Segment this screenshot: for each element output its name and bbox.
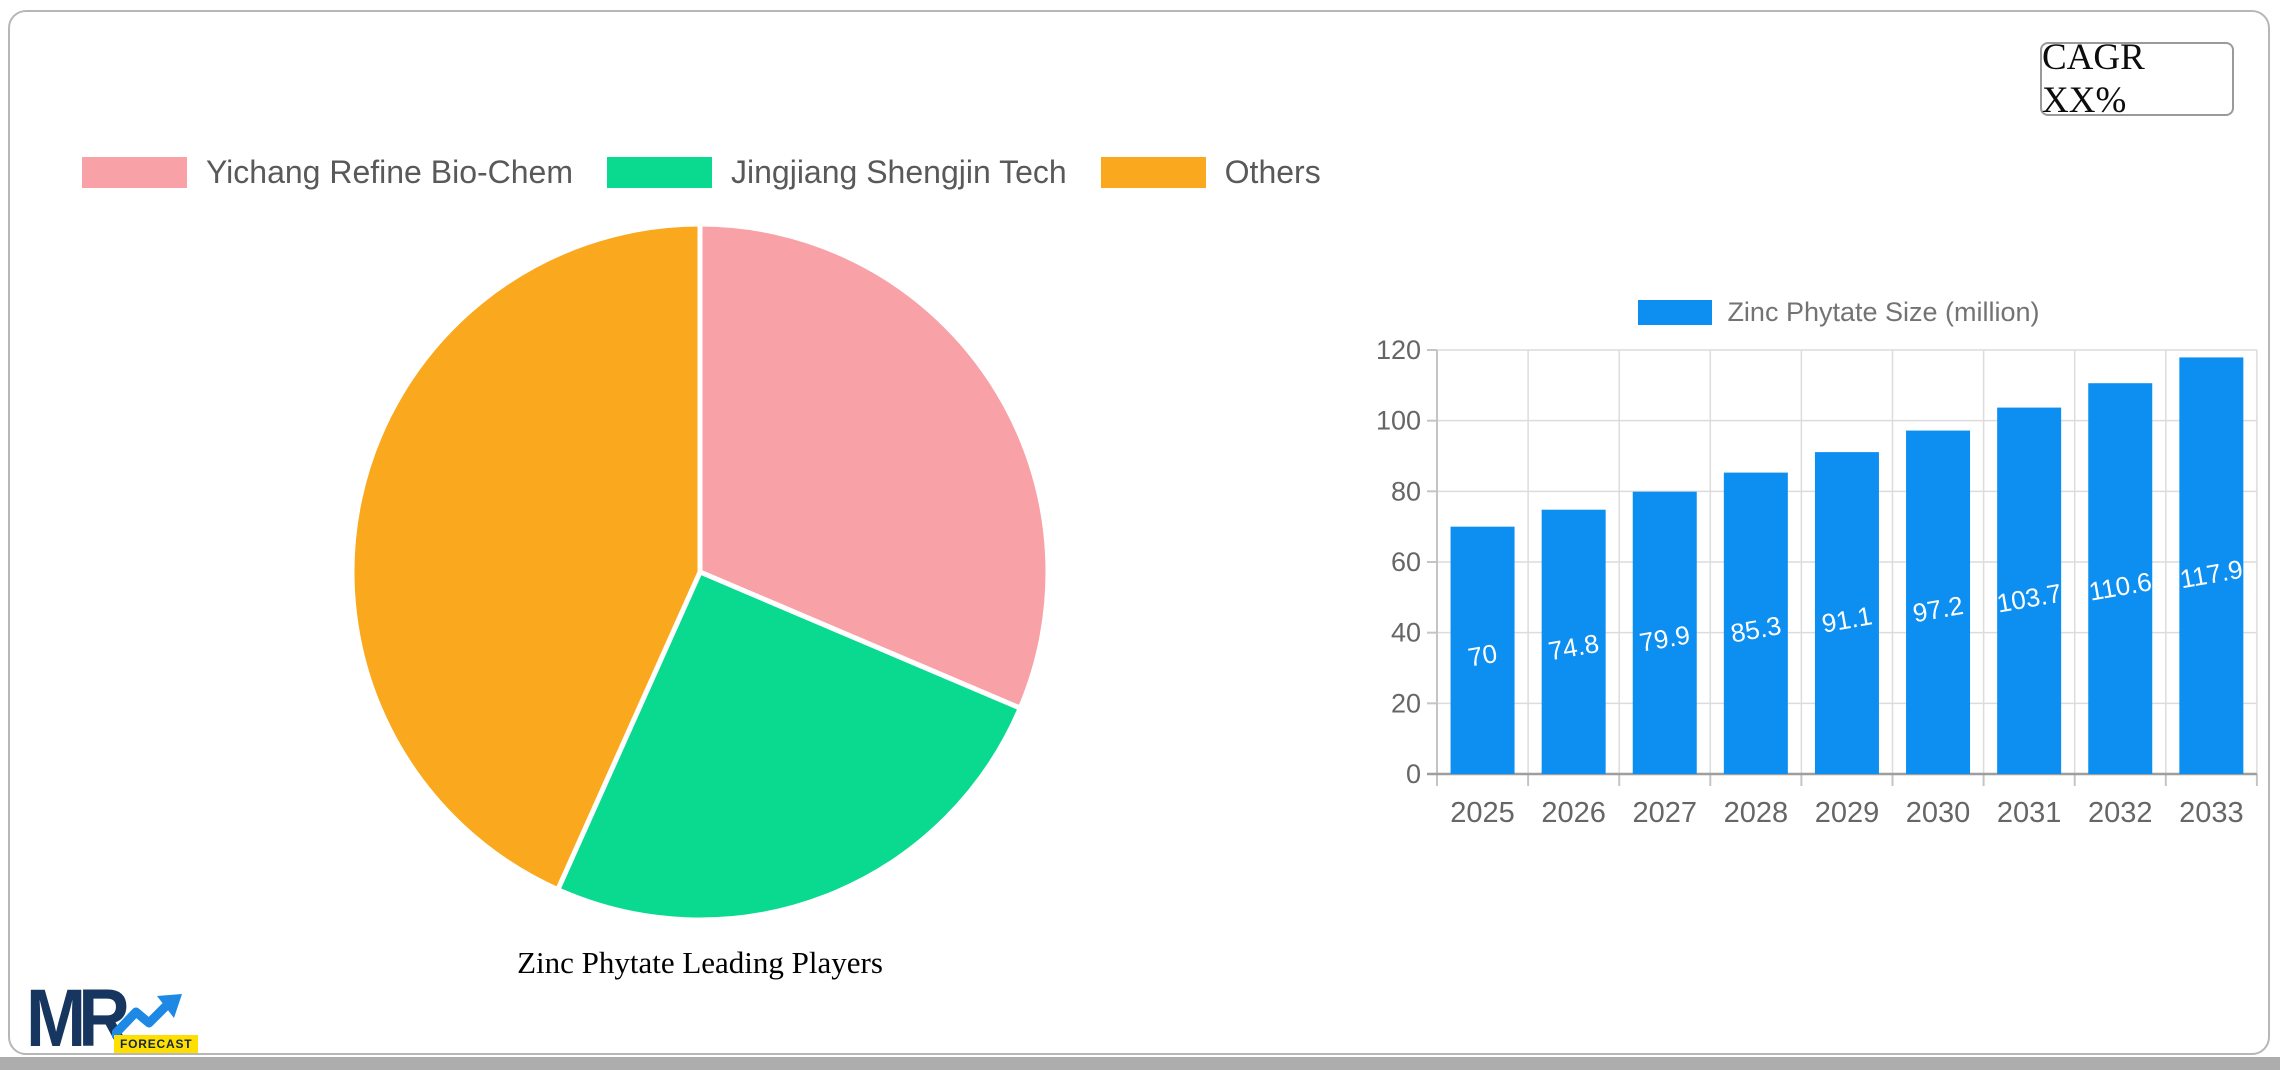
logo-mr-text: MR [26,973,130,1064]
y-tick-label: 60 [1391,547,1421,577]
report-card: CAGR XX% Yichang Refine Bio-Chem Jingjia… [8,10,2270,1060]
legend-swatch-green [607,156,712,188]
x-tick-label: 2031 [1997,797,2062,827]
bar-legend[interactable]: Zinc Phytate Size (million) [1429,296,2249,327]
x-tick-label: 2029 [1815,797,1880,827]
legend-label: Jingjiang Shengjin Tech [731,153,1067,190]
pie-legend-item-others[interactable]: Others [1100,153,1321,191]
pie-legend: Yichang Refine Bio-Chem Jingjiang Shengj… [82,153,1321,191]
cagr-label: CAGR XX% [2042,37,2145,121]
y-tick-label: 0 [1406,759,1421,789]
bar-2029 [1814,452,1879,774]
y-tick-label: 20 [1391,688,1421,718]
bar-legend-label: Zinc Phytate Size (million) [1727,296,2040,327]
x-tick-label: 2028 [1724,797,1789,827]
legend-swatch-pink [82,156,187,188]
x-tick-label: 2027 [1632,797,1697,827]
legend-label: Yichang Refine Bio-Chem [206,153,573,190]
legend-swatch-orange [1100,156,1206,188]
x-tick-label: 2033 [2179,797,2244,827]
bar-2033 [2179,357,2244,774]
bar-2028 [1723,472,1788,774]
bar-2031 [1997,407,2062,774]
bar-2032 [2088,383,2153,774]
pie-legend-item-yichang[interactable]: Yichang Refine Bio-Chem [82,154,573,191]
bar-chart-svg: 02040608010012070202574.8202679.9202785.… [1376,335,2258,827]
bar-2025 [1450,526,1515,774]
bar-2026 [1541,509,1606,774]
y-tick-label: 80 [1391,476,1421,506]
pie-slice-jingjiang-shengjin-tech [555,569,1023,923]
pie-slice-others [349,221,703,893]
legend-label: Others [1224,153,1321,190]
y-tick-label: 100 [1376,406,1421,436]
legend-swatch-blue [1638,299,1713,325]
bar-2030 [1906,430,1971,774]
mr-forecast-logo: MR FORECAST [26,978,226,1062]
x-tick-label: 2030 [1906,797,1971,827]
page-bottom-strip [0,1057,2280,1070]
bar-2027 [1632,491,1697,774]
pie-legend-item-jingjiang[interactable]: Jingjiang Shengjin Tech [607,154,1067,191]
x-tick-label: 2032 [2088,797,2153,827]
pie-chart-svg [349,221,1051,923]
pie-slice-yichang-refine-bio-chem [697,221,1051,711]
x-tick-label: 2026 [1541,797,1606,827]
y-tick-label: 120 [1376,335,1421,365]
y-tick-label: 40 [1391,618,1421,648]
x-tick-label: 2025 [1450,797,1515,827]
bar-value-label: 70 [1466,638,1500,673]
trend-arrow-icon [112,994,182,1038]
logo-forecast-text: FORECAST [114,1035,199,1053]
pie-chart-title: Zinc Phytate Leading Players [517,945,883,980]
cagr-badge: CAGR XX% [2040,37,2234,121]
